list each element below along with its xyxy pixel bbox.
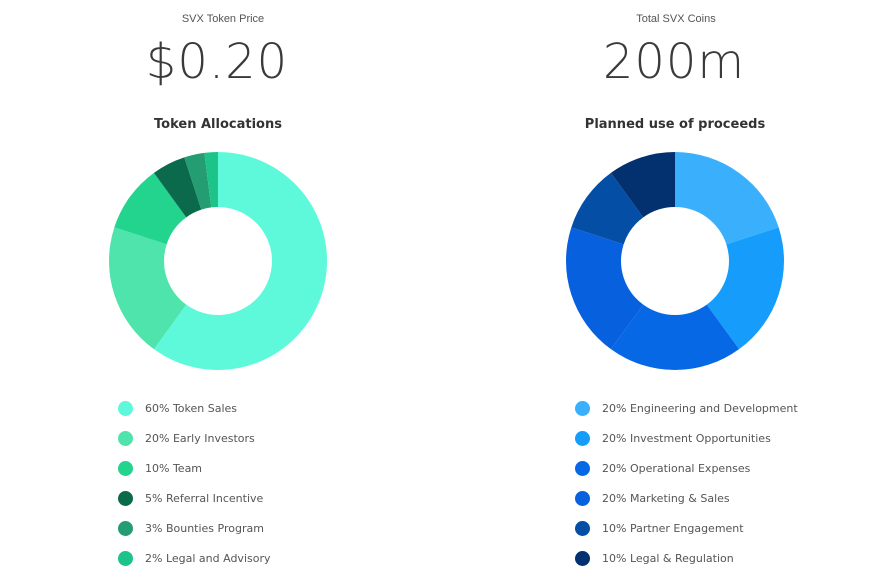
legend-label: 3% Bounties Program	[145, 521, 264, 535]
legend-swatch	[575, 400, 590, 416]
legend-label: 2% Legal and Advisory	[145, 551, 271, 565]
legend-label: 20% Engineering and Development	[602, 401, 798, 415]
legend-swatch	[575, 520, 590, 536]
token-allocations-legend: 60% Token Sales 20% Early Investors 10% Te…	[118, 393, 271, 573]
legend-swatch	[575, 430, 590, 446]
token-price-value: $0.20	[145, 34, 289, 90]
donut-slice-legal-and-advisory[interactable]	[204, 152, 218, 208]
legend-label: 20% Operational Expenses	[602, 461, 751, 475]
legend-label: 20% Early Investors	[145, 431, 255, 445]
legend-item[interactable]: 10% Team	[118, 453, 271, 483]
legend-item[interactable]: 3% Bounties Program	[118, 513, 271, 543]
legend-label: 10% Legal & Regulation	[602, 551, 734, 565]
legend-item[interactable]: 10% Partner Engagement	[575, 513, 798, 543]
legend-swatch	[118, 490, 133, 506]
proceeds-title: Planned use of proceeds	[584, 117, 766, 132]
token-allocations-panel: SVX Token Price $0.20 Token Allocations …	[108, 13, 327, 573]
legend-label: 5% Referral Incentive	[145, 491, 264, 505]
legend-swatch	[575, 490, 590, 506]
donut-slice-team[interactable]	[114, 172, 187, 245]
donut-slice-engineering-and-development[interactable]	[675, 152, 779, 245]
legend-item[interactable]: 60% Token Sales	[118, 393, 271, 423]
total-coins-label: Total SVX Coins	[636, 13, 716, 25]
total-coins-value: 200m	[602, 34, 746, 90]
donut-slice-investment-opportunities[interactable]	[706, 227, 784, 350]
legend-item[interactable]: 20% Operational Expenses	[575, 453, 798, 483]
legend-item[interactable]: 2% Legal and Advisory	[118, 543, 271, 573]
legend-item[interactable]: 20% Investment Opportunities	[575, 423, 798, 453]
legend-label: 20% Marketing & Sales	[602, 491, 730, 505]
legend-label: 20% Investment Opportunities	[602, 431, 771, 445]
legend-label: 60% Token Sales	[145, 401, 238, 415]
token-allocations-title: Token Allocations	[154, 117, 282, 132]
donut-slice-token-sales[interactable]	[153, 152, 327, 370]
token-price-label: SVX Token Price	[181, 13, 265, 25]
legend-item[interactable]: 20% Early Investors	[118, 423, 271, 453]
legend-item[interactable]: 20% Engineering and Development	[575, 393, 798, 423]
donut-slice-operational-expenses[interactable]	[610, 304, 740, 370]
legend-label: 10% Team	[145, 461, 203, 475]
donut-slice-bounties-program[interactable]	[184, 152, 212, 210]
donut-slice-marketing-sales[interactable]	[566, 227, 644, 350]
token-allocations-donut	[108, 152, 327, 370]
legend-swatch	[118, 550, 133, 566]
legend-swatch	[118, 520, 133, 536]
legend-swatch	[118, 400, 133, 416]
legend-swatch	[118, 460, 133, 476]
legend-label: 10% Partner Engagement	[602, 521, 744, 535]
donut-slice-referral-incentive[interactable]	[153, 157, 202, 218]
legend-item[interactable]: 5% Referral Incentive	[118, 483, 271, 513]
legend-item[interactable]: 20% Marketing & Sales	[575, 483, 798, 513]
proceeds-panel: Total SVX Coins 200m Planned use of proc…	[447, 0, 894, 579]
donut-slice-partner-engagement[interactable]	[571, 172, 644, 245]
legend-swatch	[118, 430, 133, 446]
legend-swatch	[575, 460, 590, 476]
proceeds-donut	[566, 152, 784, 370]
donut-slice-early-investors[interactable]	[108, 227, 187, 350]
proceeds-legend: 20% Engineering and Development 20% Inves…	[575, 393, 798, 573]
legend-item[interactable]: 10% Legal & Regulation	[575, 543, 798, 573]
legend-swatch	[575, 550, 590, 566]
donut-slice-legal-regulation[interactable]	[610, 152, 675, 218]
